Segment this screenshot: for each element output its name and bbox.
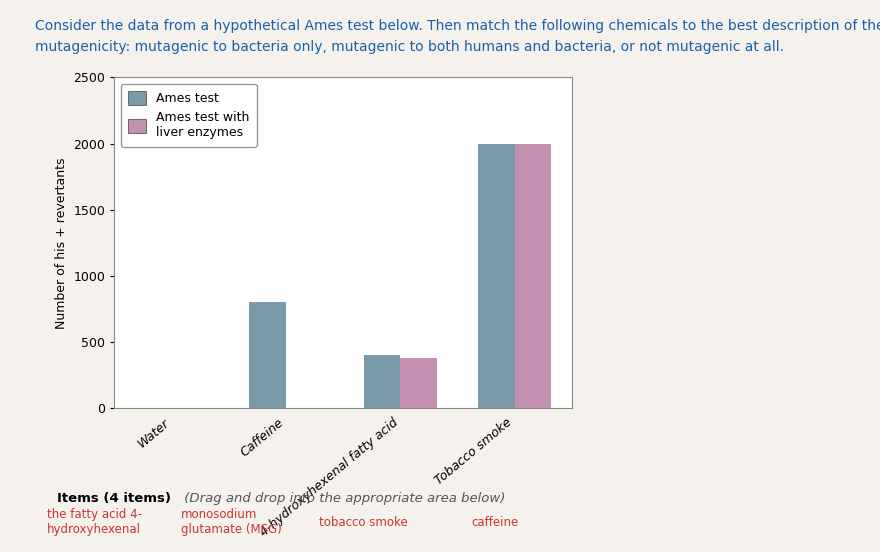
Text: Consider the data from a hypothetical Ames test below. Then match the following : Consider the data from a hypothetical Am… [35,19,880,33]
Text: Items (4 items): Items (4 items) [57,492,172,506]
Text: monosodium
glutamate (MSG): monosodium glutamate (MSG) [180,508,282,536]
Text: (Drag and drop into the appropriate area below): (Drag and drop into the appropriate area… [180,492,506,506]
Bar [250,302,286,408]
Bar [400,358,436,408]
Text: tobacco smoke: tobacco smoke [319,516,407,529]
Bar [515,144,551,408]
Bar [363,355,400,408]
Text: the fatty acid 4-
hydroxyhexenal: the fatty acid 4- hydroxyhexenal [48,508,142,536]
Y-axis label: Number of his + revertants: Number of his + revertants [55,157,68,328]
Text: mutagenicity: mutagenic to bacteria only, mutagenic to both humans and bacteria,: mutagenicity: mutagenic to bacteria only… [35,40,784,54]
Bar [478,144,515,408]
Text: caffeine: caffeine [472,516,518,529]
Legend: Ames test, Ames test with
liver enzymes: Ames test, Ames test with liver enzymes [121,83,257,147]
